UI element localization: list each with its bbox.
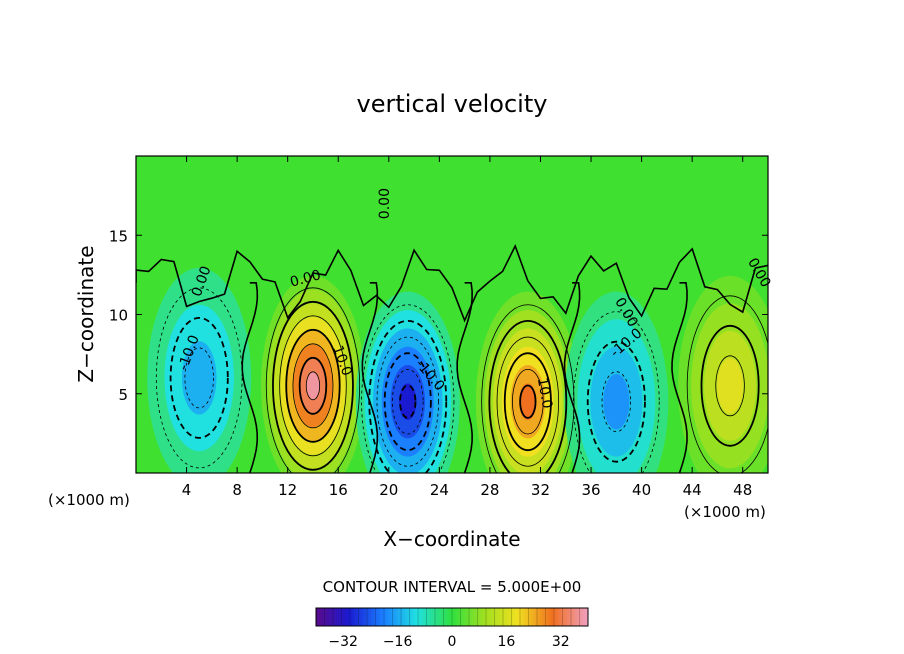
colorbar-tick-label: 16: [497, 634, 515, 650]
x-tick-label: 24: [430, 481, 449, 499]
contour-line: [586, 340, 646, 463]
contour-line: [383, 352, 432, 452]
colorbar-segments: [324, 608, 580, 626]
contour-lines: [136, 243, 768, 473]
y-axis-label: Z−coordinate: [74, 245, 98, 382]
zero-contour: [136, 243, 768, 323]
contour-line: [184, 347, 214, 409]
contour-line: [169, 316, 229, 439]
x-tick-label: 20: [379, 481, 398, 499]
cell-level: [181, 341, 217, 415]
contour-line: [700, 324, 760, 447]
x-axis-ticks: 4 8 12 16 20 24 28 32 36 40 44 48: [182, 156, 752, 499]
x-tick-label: 44: [683, 481, 702, 499]
x-tick-label: 28: [480, 481, 499, 499]
contour-line: [376, 336, 439, 467]
chart-title: vertical velocity: [357, 90, 548, 118]
zero-contour: [361, 282, 379, 473]
x-axis-label: X−coordinate: [383, 527, 520, 551]
cell-downdraft-5: [564, 291, 669, 473]
contour-line: [361, 304, 455, 473]
contour-line: [573, 311, 660, 473]
y-axis-ticks: 5 10 15: [109, 227, 768, 404]
contour-line: [279, 315, 347, 457]
zero-contour: [563, 282, 581, 473]
y-tick-label: 10: [109, 307, 128, 325]
cell-updraft-3: [678, 275, 768, 473]
x-tick-label: 36: [581, 481, 600, 499]
contour-line: [601, 371, 632, 433]
x-tick-label: 48: [733, 481, 752, 499]
contour-line: [399, 384, 417, 419]
cell-level: [399, 383, 417, 420]
x-tick-label: 4: [182, 481, 192, 499]
velocity-field: [136, 156, 768, 473]
x-tick-label: 16: [329, 481, 348, 499]
x-unit-label-right: (×1000 m): [684, 503, 766, 521]
cell-level: [519, 383, 537, 420]
contour-label: 10.0: [534, 376, 555, 409]
cell-downdraft-6: [147, 267, 252, 473]
contour-line: [512, 368, 544, 435]
cell-updraft-2: [475, 291, 580, 473]
zero-contour: [456, 282, 473, 473]
cell-level: [717, 358, 744, 414]
contour-line: [265, 287, 361, 473]
contour-line: [503, 352, 552, 452]
x-tick-label: 12: [278, 481, 297, 499]
contour-line: [715, 355, 745, 417]
contour-line: [298, 356, 328, 415]
contour-interval-text: CONTOUR INTERVAL = 5.000E+00: [323, 578, 582, 596]
x-unit-label-left: (×1000 m): [48, 491, 130, 509]
cell-downdraft-4: [355, 291, 460, 473]
contour-line: [496, 336, 560, 467]
colorbar-tick-label: −32: [328, 634, 358, 650]
contour-line: [155, 287, 243, 469]
colorbar-ticks: −32 −16 0 16 32: [328, 634, 569, 650]
contour-line: [292, 343, 334, 429]
contour-line: [481, 304, 575, 473]
contour-line: [305, 371, 321, 401]
colorbar-tick-label: −16: [383, 634, 413, 650]
x-tick-label: 8: [232, 481, 242, 499]
contour-line: [686, 295, 768, 473]
contour-line: [488, 319, 568, 473]
colorbar-tick-label: 32: [552, 634, 570, 650]
zero-contour: [241, 282, 259, 473]
y-tick-label: 15: [109, 227, 128, 245]
zero-contour: [671, 282, 688, 473]
plot-area: 0.00 0.000.000.000.0010.010.0-10.0-10.0-1…: [135, 155, 774, 474]
contour-line: [519, 384, 537, 419]
contour-line: [391, 368, 424, 435]
contour-line: [272, 300, 354, 471]
x-tick-label: 40: [632, 481, 651, 499]
colorbar: −32 −16 0 16 32: [315, 607, 589, 650]
colorbar-tick-label: 0: [448, 634, 457, 650]
contour-label: 0.00: [377, 188, 393, 219]
contour-line: [285, 328, 341, 443]
x-tick-label: 32: [531, 481, 550, 499]
cell-level: [306, 372, 320, 400]
contour-label: 0.00: [288, 267, 322, 291]
cell-updraft-1: [260, 275, 365, 473]
cell-level: [603, 374, 630, 430]
y-tick-label: 5: [118, 386, 128, 404]
